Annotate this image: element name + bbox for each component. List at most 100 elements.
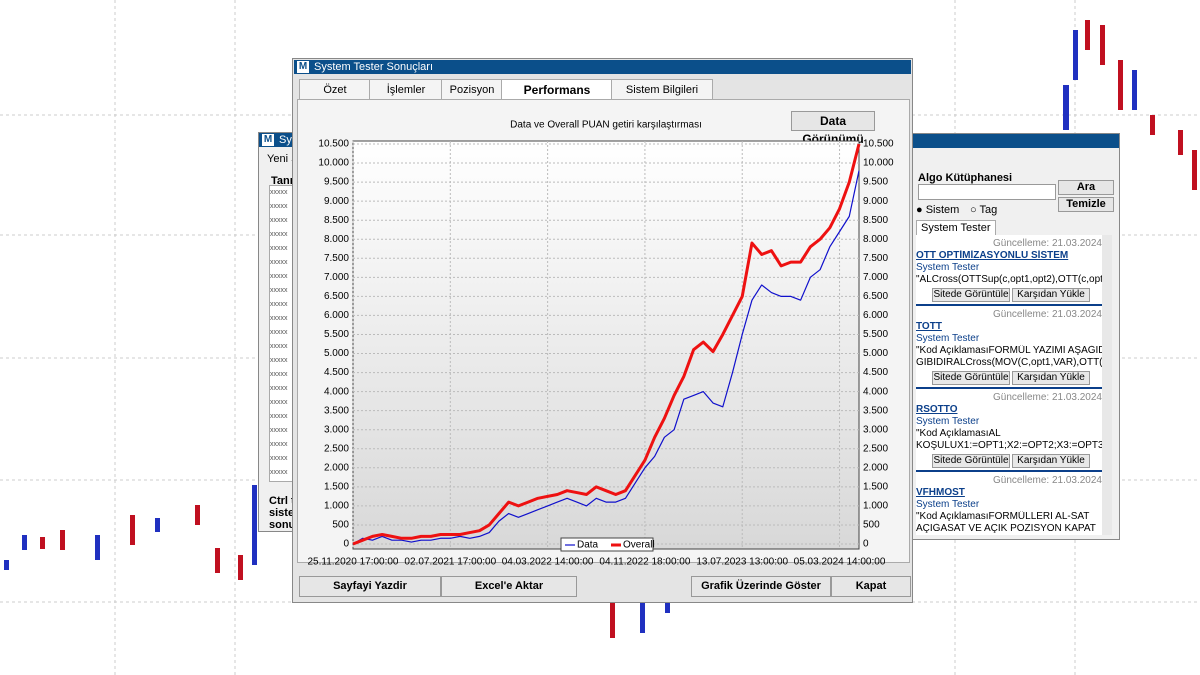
item-button[interactable]: Sitede Görüntüle <box>932 371 1010 385</box>
y2-tick-label: 1.000 <box>863 501 888 512</box>
y-tick-label: 9.000 <box>324 196 349 207</box>
search-box[interactable] <box>918 184 1056 200</box>
clear-button[interactable]: Temizle <box>1058 197 1114 212</box>
plot-area <box>352 140 860 550</box>
series-line <box>352 170 860 545</box>
item-code: GİBİDİRALCross(MOV(C,opt1,VAR),OTT(C,op <box>916 357 1102 368</box>
tab[interactable]: İşlemler <box>369 79 443 100</box>
y2-tick-label: 6.000 <box>863 310 888 321</box>
y2-tick-label: 10.000 <box>863 158 894 169</box>
y2-tick-label: 3.500 <box>863 405 888 416</box>
y-tick-label: 6.500 <box>324 291 349 302</box>
radio[interactable]: ○ Tag <box>970 204 998 216</box>
button[interactable]: Excel'e Aktar <box>441 576 577 597</box>
y-tick-label: 0 <box>343 539 349 550</box>
y-tick-label: 2.500 <box>324 443 349 454</box>
y-tick-label: 4.000 <box>324 386 349 397</box>
y-tick-label: 3.000 <box>324 424 349 435</box>
main-window: M System Tester Sonuçları Özet İşlemler Poz… <box>292 58 913 603</box>
y2-tick-label: 4.000 <box>863 386 888 397</box>
y2-tick-label: 10.500 <box>863 139 894 150</box>
separator <box>916 470 1102 472</box>
item-button[interactable]: Sitede Görüntüle <box>932 288 1010 302</box>
y-tick-label: 1.500 <box>324 481 349 492</box>
y2-tick-label: 7.500 <box>863 253 888 264</box>
y-tick-label: 500 <box>332 520 349 531</box>
series-line <box>352 143 861 546</box>
library-title: Algo Kütüphanesi <box>918 172 1013 184</box>
y-tick-label: 5.000 <box>324 348 349 359</box>
x-tick-label: 13.07.2023 13:00:00 <box>696 557 788 568</box>
note: Ctrl t <box>269 495 295 507</box>
y-tick-label: 5.500 <box>324 329 349 340</box>
radio-label: Sistem <box>925 204 960 216</box>
search-button[interactable]: Ara <box>1058 180 1114 195</box>
y2-tick-label: 6.500 <box>863 291 888 302</box>
library-tab[interactable]: System Tester <box>916 220 996 236</box>
item-button[interactable]: Karşıdan Yükle <box>1012 288 1090 302</box>
y2-tick-label: 5.000 <box>863 348 888 359</box>
item-updated: Güncelleme: 21.03.2024 <box>993 309 1102 320</box>
candles <box>4 20 1197 638</box>
separator <box>916 387 1102 389</box>
legend-box <box>560 537 654 552</box>
item-button[interactable]: Karşıdan Yükle <box>1012 371 1090 385</box>
note: siste <box>269 507 295 519</box>
y-tick-label: 2.000 <box>324 462 349 473</box>
window-title: System Tester Sonuçları <box>314 61 434 73</box>
item-author: System Tester <box>916 416 980 427</box>
item-name[interactable]: VFHMOST <box>916 487 965 498</box>
y2-tick-label: 3.000 <box>863 424 888 435</box>
item-name[interactable]: TOTT <box>916 321 942 332</box>
menu[interactable]: Yeni S <box>267 153 299 165</box>
item-code: AÇIĞASAT VE AÇIK POZİSYON KAPAT <box>916 523 1096 534</box>
item-updated: Güncelleme: 21.03.2024 <box>993 392 1102 403</box>
item-buttons: Sitede Görüntüle Karşıdan Yükle <box>932 371 1102 385</box>
item-author: System Tester <box>916 499 980 510</box>
library-window: Algo Kütüphanesi Ara Temizle ● Sistem ○ … <box>905 133 1120 540</box>
x-tick-label: 04.03.2022 14:00:00 <box>502 557 594 568</box>
y2-tick-label: 2.000 <box>863 462 888 473</box>
item-updated: Güncelleme: 21.03.2024 <box>993 238 1102 249</box>
y2-tick-label: 9.500 <box>863 177 888 188</box>
y2-tick-label: 8.500 <box>863 215 888 226</box>
item-button[interactable]: Karşıdan Yükle <box>1012 454 1090 468</box>
radio[interactable]: ● Sistem <box>916 204 960 216</box>
y2-tick-label: 2.500 <box>863 443 888 454</box>
button[interactable]: Kapat <box>831 576 911 597</box>
separator <box>916 304 1102 306</box>
item-buttons: Sitede Görüntüle Karşıdan Yükle <box>932 288 1102 302</box>
scrollbar[interactable] <box>1102 235 1112 535</box>
button[interactable]: Grafik Üzerinde Göster <box>691 576 831 597</box>
item-button[interactable]: Sitede Görüntüle <box>932 454 1010 468</box>
note: sonu <box>269 519 296 531</box>
group-label: Tanı <box>271 175 293 187</box>
y2-tick-label: 8.000 <box>863 234 888 245</box>
y-tick-label: 9.500 <box>324 177 349 188</box>
y-tick-label: 10.000 <box>318 158 349 169</box>
item-code: KOŞULUX1:=OPT1;X2:=OPT2;X3:=OPT3;CRO <box>916 440 1102 451</box>
y2-tick-label: 0 <box>863 539 869 550</box>
x-tick-label: 25.11.2020 17:00:00 <box>307 557 398 568</box>
item-code: "Kod AçıklamasıAL <box>916 428 1001 439</box>
y2-tick-label: 5.500 <box>863 329 888 340</box>
tab[interactable]: Özet <box>299 79 371 100</box>
chart-title: Data ve Overall PUAN getiri karşılaştırm… <box>510 120 702 131</box>
tab[interactable]: Pozisyon <box>441 79 503 100</box>
y2-tick-label: 1.500 <box>863 481 888 492</box>
item-name[interactable]: OTT OPTİMİZASYONLU SİSTEM <box>916 250 1069 261</box>
item-updated: Güncelleme: 21.03.2024 <box>993 475 1102 486</box>
item-author: System Tester <box>916 262 980 273</box>
button[interactable]: Sayfayi Yazdir <box>299 576 441 597</box>
radio-label: Tag <box>979 204 998 216</box>
x-tick-label: 04.11.2022 18:00:00 <box>599 557 690 568</box>
legend-label: Data <box>577 540 599 551</box>
item-name[interactable]: RSOTTO <box>916 404 958 415</box>
y-tick-label: 6.000 <box>324 310 349 321</box>
tab[interactable]: Sistem Bilgileri <box>611 79 713 100</box>
y-tick-label: 7.500 <box>324 253 349 264</box>
tab[interactable]: Performans <box>501 79 613 100</box>
item-code: "ALCross(OTTSup(c,opt1,opt2),OTT(c,opt1,… <box>916 274 1102 285</box>
item-buttons: Sitede Görüntüle Karşıdan Yükle <box>932 454 1102 468</box>
legend-label: Overall <box>623 540 655 551</box>
